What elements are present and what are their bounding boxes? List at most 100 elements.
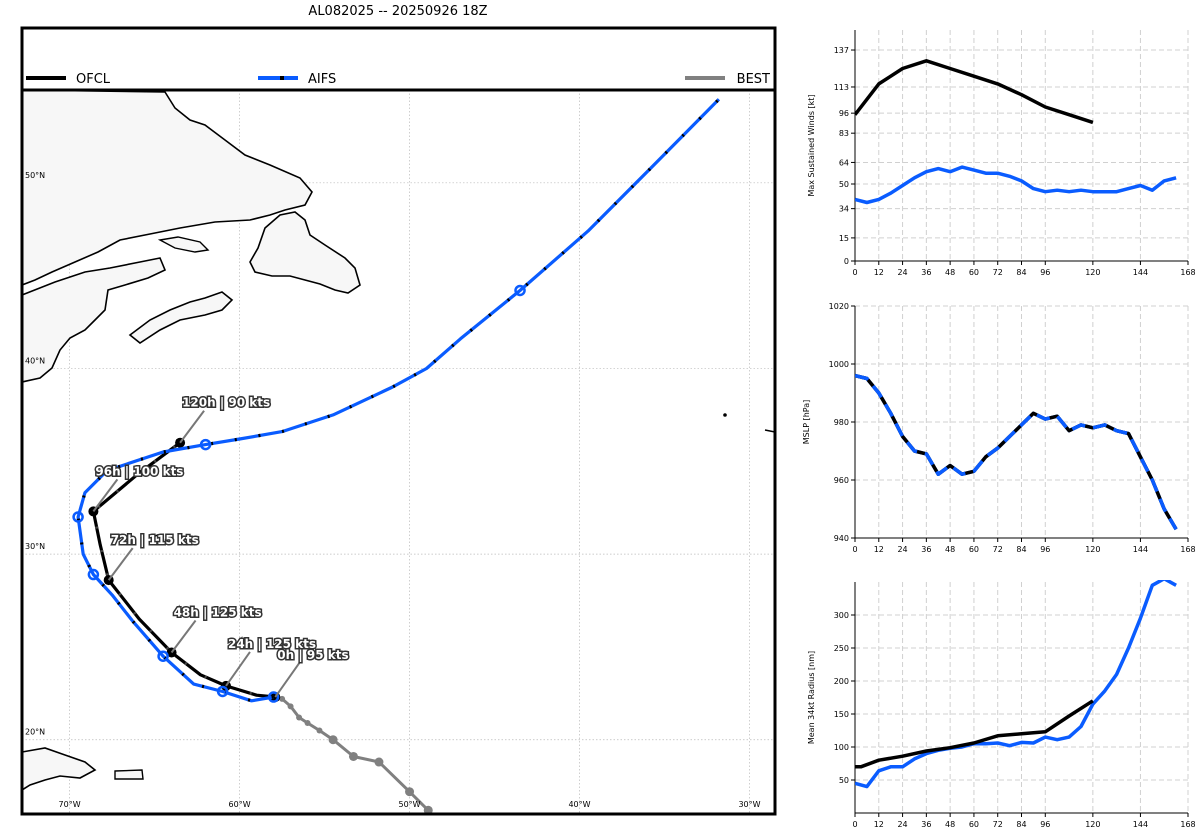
map-lat-tick-label: 50°N (25, 171, 45, 180)
map-lon-tick-label: 60°W (229, 800, 251, 809)
winds-y-label: Max Sustained Winds [kt] (807, 94, 816, 196)
land-puerto-rico (114, 769, 144, 780)
land-islet (723, 413, 727, 417)
best-track-point (316, 727, 323, 734)
winds-x-tick-label: 24 (897, 268, 907, 277)
winds-y-tick-label: 34 (839, 205, 849, 214)
best-track-point (405, 787, 415, 797)
mslp-y-tick-label: 1000 (829, 360, 849, 369)
mslp-x-tick-label: 72 (993, 545, 1003, 554)
best-track-point (279, 695, 286, 702)
best-track-point (304, 720, 311, 727)
winds-y-tick-label: 113 (834, 83, 849, 92)
radius34-panel: 0 12 24 36 48 60 72 84 96 120 144 168 50 100 150 200 250… (807, 580, 1196, 829)
r34-x-tick-label: 36 (921, 820, 931, 829)
legend-label-aifs: AIFS (308, 72, 336, 87)
r34-x-tick-label: 60 (969, 820, 979, 829)
map-lat-tick-label: 20°N (25, 728, 45, 737)
track-annotation: 0h | 95 kts (277, 648, 348, 662)
r34-x-tick-label: 144 (1133, 820, 1148, 829)
r34-y-tick-label: 50 (839, 776, 849, 785)
best-track-point (296, 714, 303, 721)
mslp-x-tick-label: 36 (921, 545, 931, 554)
map-lat-tick-label: 30°N (25, 542, 45, 551)
mslp-y-tick-label: 960 (834, 476, 849, 485)
winds-x-tick-label: 60 (969, 268, 979, 277)
best-track-point (328, 735, 338, 745)
winds-x-tick-label: 48 (945, 268, 955, 277)
mslp-x-tick-label: 60 (969, 545, 979, 554)
map-lon-tick-label: 70°W (59, 800, 81, 809)
mslp-x-tick-label: 24 (897, 545, 907, 554)
mslp-series-ofcl (855, 373, 1178, 531)
figure-title: AL082025 -- 20250926 18Z (308, 4, 488, 19)
r34-x-tick-label: 72 (993, 820, 1003, 829)
land-quebec-south (22, 257, 167, 383)
legend-label-ofcl: OFCL (76, 72, 111, 87)
annotation-leader (170, 619, 197, 654)
annotation-leader (107, 547, 134, 581)
r34-y-tick-label: 200 (834, 677, 849, 686)
r34-series-aifs (855, 580, 1177, 789)
mslp-y-tick-label: 940 (834, 534, 849, 543)
winds-x-tick-label: 36 (921, 268, 931, 277)
winds-x-tick-label: 144 (1133, 268, 1148, 277)
track-annotation: 120h | 90 kts (182, 396, 270, 410)
r34-y-tick-label: 300 (834, 611, 849, 620)
mslp-series-aifs-overlay (855, 373, 1178, 531)
map-lon-tick-label: 50°W (399, 800, 421, 809)
r34-y-tick-label: 100 (834, 743, 849, 752)
winds-x-tick-label: 0 (852, 268, 857, 277)
r34-x-tick-label: 0 (852, 820, 857, 829)
winds-x-tick-label: 168 (1180, 268, 1195, 277)
mslp-x-tick-label: 84 (1016, 545, 1026, 554)
winds-x-tick-label: 12 (874, 268, 884, 277)
aifs-storm-marker (216, 685, 229, 698)
mslp-x-tick-label: 168 (1180, 545, 1195, 554)
winds-x-tick-label: 96 (1040, 268, 1050, 277)
aifs-storm-marker (157, 650, 169, 662)
r34-y-label: Mean 34kt Radius [nm] (807, 651, 816, 744)
winds-series-aifs (855, 165, 1177, 205)
mslp-x-tick-label: 12 (874, 545, 884, 554)
winds-y-tick-label: 15 (839, 234, 849, 243)
land-anticosti (157, 236, 210, 253)
land-hispaniola (22, 747, 97, 791)
land-bermuda (154, 534, 159, 537)
winds-y-tick-label: 50 (839, 180, 849, 189)
aifs-storm-marker (87, 568, 100, 581)
aifs-storm-marker (72, 511, 84, 523)
winds-y-tick-label: 64 (839, 158, 849, 167)
best-track-point (423, 805, 433, 814)
aifs-storm-marker (199, 438, 212, 451)
mslp-x-tick-label: 120 (1085, 545, 1100, 554)
best-track-point (348, 751, 358, 761)
r34-x-tick-label: 168 (1180, 820, 1195, 829)
r34-series-ofcl (855, 699, 1094, 769)
annotation-leader (179, 410, 205, 444)
legend-box (20, 26, 777, 92)
mslp-x-tick-label: 96 (1040, 545, 1050, 554)
track-annotation: 96h | 100 kts (95, 464, 183, 478)
r34-x-tick-label: 24 (897, 820, 907, 829)
winds-x-tick-label: 72 (993, 268, 1003, 277)
r34-x-tick-label: 96 (1040, 820, 1050, 829)
map-lon-tick-label: 40°W (568, 800, 590, 809)
track-aifs (76, 98, 721, 703)
mslp-x-tick-label: 144 (1133, 545, 1148, 554)
r34-x-tick-label: 48 (945, 820, 955, 829)
aifs-storm-marker (514, 284, 526, 297)
r34-x-tick-label: 120 (1085, 820, 1100, 829)
best-track-point (287, 703, 294, 710)
map-lat-tick-label: 40°N (25, 356, 45, 365)
track-ofcl (91, 441, 276, 699)
track-annotation: 48h | 125 kts (174, 605, 262, 619)
winds-y-tick-label: 0 (844, 257, 849, 266)
mslp-x-tick-label: 0 (852, 545, 857, 554)
mslp-x-tick-label: 48 (945, 545, 955, 554)
legend-label-best: BEST (737, 72, 770, 87)
winds-x-tick-label: 120 (1085, 268, 1100, 277)
mslp-y-tick-label: 1020 (829, 302, 849, 311)
map-lon-tick-label: 30°W (738, 800, 760, 809)
